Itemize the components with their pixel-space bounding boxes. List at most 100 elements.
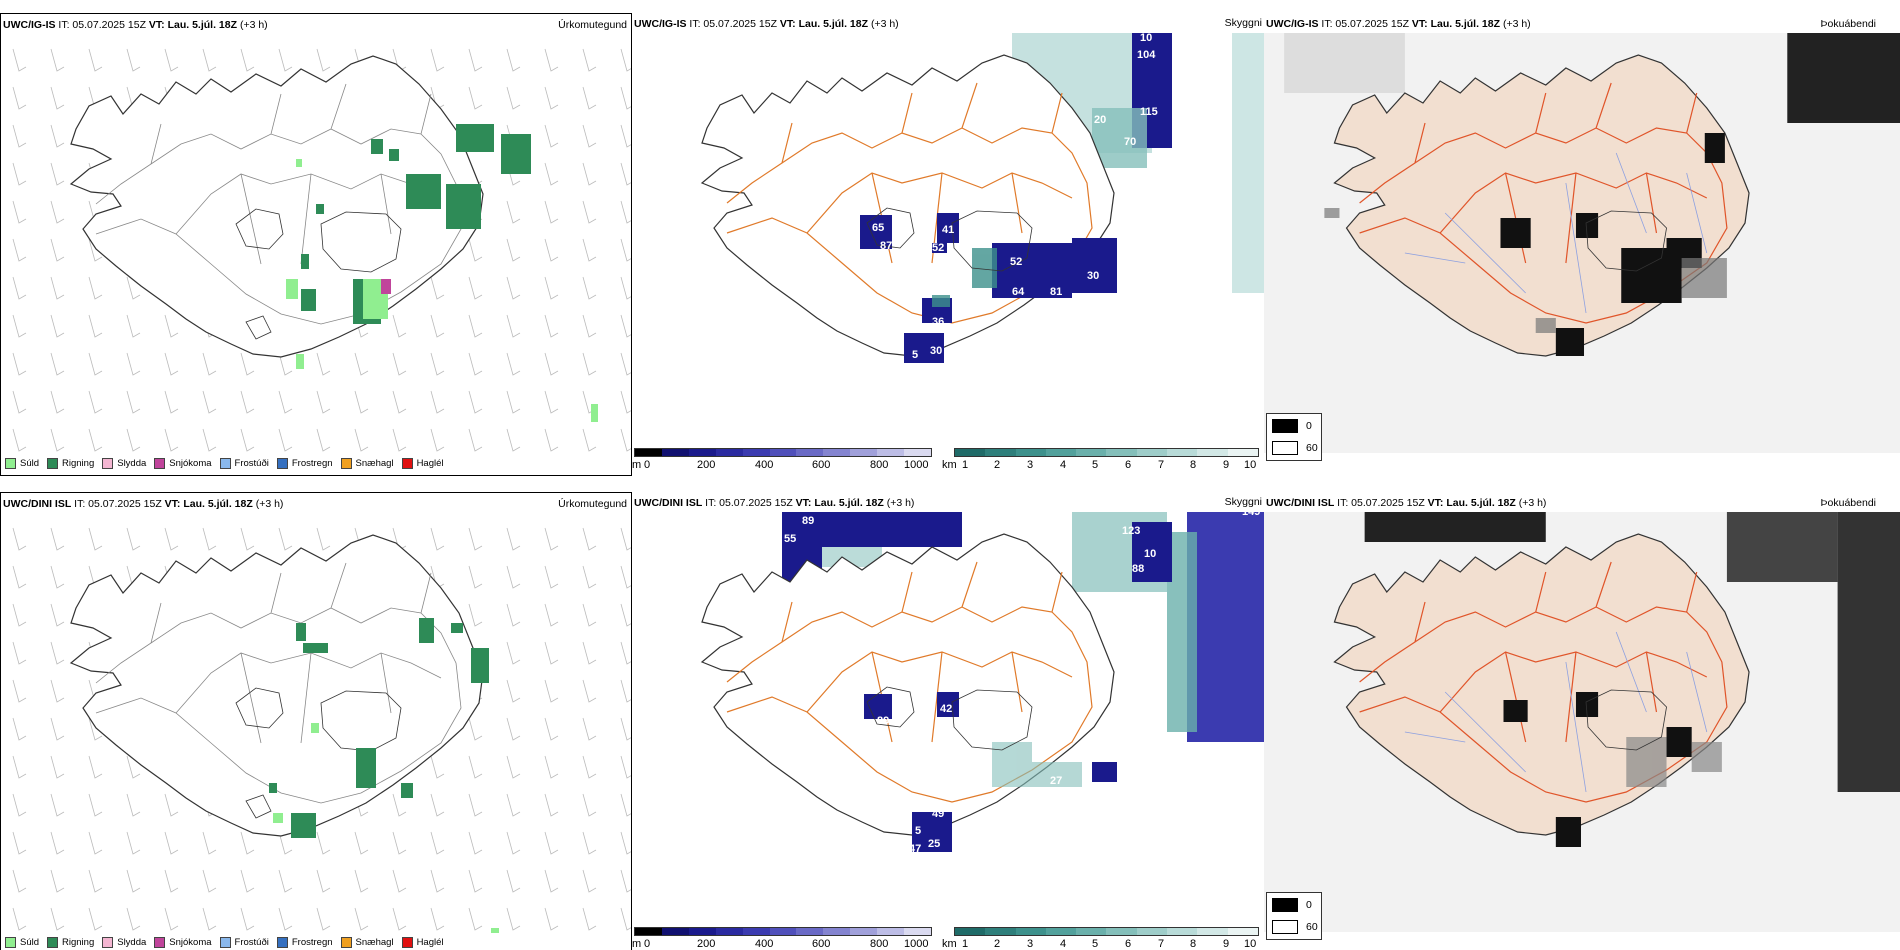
wind-barb (88, 831, 103, 855)
precip-map (1, 513, 631, 933)
wind-barb (544, 390, 559, 414)
wind-barb (582, 238, 597, 262)
wind-barb (88, 314, 103, 338)
wind-barb (50, 679, 65, 703)
wind-barb (88, 793, 103, 817)
wind-barb (202, 869, 217, 893)
wind-barb (582, 907, 597, 931)
wind-barb (544, 565, 559, 589)
svg-text:89: 89 (802, 515, 814, 527)
legend-item-slydda: Slydda (102, 458, 146, 469)
model-label: UWC/IG-IS (3, 19, 56, 31)
svg-text:49: 49 (932, 808, 944, 820)
visibility-panel-row2: UWC/DINI ISL IT: 05.07.2025 15Z VT: Lau.… (632, 492, 1264, 950)
wind-barb (12, 755, 27, 779)
legend-item-hagl: Haglél (401, 458, 444, 469)
wind-barb (506, 86, 521, 110)
wind-barb (240, 527, 255, 551)
wind-barb (316, 428, 331, 452)
wind-barb (582, 86, 597, 110)
wind-barb (12, 527, 27, 551)
wind-barb (544, 200, 559, 224)
svg-text:30: 30 (930, 345, 942, 357)
wind-barb (620, 565, 631, 589)
svg-text:5: 5 (912, 349, 918, 361)
wind-barb (88, 48, 103, 72)
svg-text:70: 70 (1124, 136, 1136, 148)
wind-barb (164, 352, 179, 376)
wind-barb (12, 162, 27, 186)
wind-barb (544, 603, 559, 627)
wind-barb (50, 48, 65, 72)
wind-barb (50, 717, 65, 741)
wind-barb (50, 162, 65, 186)
wind-barb (620, 314, 631, 338)
wind-barb (506, 390, 521, 414)
wind-barb (126, 428, 141, 452)
panel-title: Úrkomutegund (558, 498, 627, 510)
wind-barb (50, 793, 65, 817)
wind-barb (50, 352, 65, 376)
wind-barb (620, 124, 631, 148)
wind-barb (88, 352, 103, 376)
svg-text:55: 55 (784, 533, 796, 545)
wind-barb (12, 276, 27, 300)
wind-barb (202, 352, 217, 376)
wind-barb (50, 390, 65, 414)
wind-barb (126, 907, 141, 931)
svg-text:41: 41 (942, 224, 954, 236)
wind-barb (582, 641, 597, 665)
precip-panel-row1: UWC/IG-IS IT: 05.07.2025 15Z VT: Lau. 5.… (0, 13, 632, 476)
panel-title: Skyggni (1224, 496, 1262, 508)
svg-text:123: 123 (1122, 525, 1140, 537)
wind-barb (12, 869, 27, 893)
wind-barb (506, 200, 521, 224)
svg-text:47: 47 (909, 843, 921, 855)
wind-barb (506, 352, 521, 376)
wind-barb (468, 869, 483, 893)
wind-barb (620, 428, 631, 452)
wind-barb (50, 200, 65, 224)
wind-barb (316, 907, 331, 931)
wind-barb (506, 793, 521, 817)
wind-barb (430, 276, 445, 300)
wind-barb (50, 907, 65, 931)
wind-barb (620, 200, 631, 224)
wind-barb (544, 793, 559, 817)
wind-barb (620, 907, 631, 931)
wind-barb (240, 869, 255, 893)
wind-barb (582, 276, 597, 300)
panel-title: Úrkomutegund (558, 19, 627, 31)
wind-barb (278, 907, 293, 931)
wind-barb (50, 314, 65, 338)
fog-legend-60: 60 (1272, 441, 1318, 455)
wind-barb (164, 390, 179, 414)
wind-barb (88, 238, 103, 262)
panel-header: UWC/DINI ISL IT: 05.07.2025 15Z VT: Lau.… (634, 497, 915, 509)
fog-legend: 0 60 (1266, 413, 1322, 461)
svg-text:10: 10 (1140, 33, 1152, 44)
wind-barb (506, 603, 521, 627)
wind-barb (468, 717, 483, 741)
wind-barb (468, 238, 483, 262)
wind-barb (506, 314, 521, 338)
wind-barb (88, 428, 103, 452)
svg-text:65: 65 (872, 222, 884, 234)
svg-text:75: 75 (1042, 299, 1054, 311)
wind-barb (316, 527, 331, 551)
svg-text:149: 149 (1242, 512, 1260, 518)
panel-header: UWC/DINI ISL IT: 05.07.2025 15Z VT: Lau.… (1266, 497, 1547, 509)
wind-barb (620, 162, 631, 186)
wind-barb (50, 238, 65, 262)
wind-barb (430, 314, 445, 338)
wind-barb (50, 603, 65, 627)
wind-barb (126, 793, 141, 817)
wind-barb (430, 527, 445, 551)
wind-barb (620, 793, 631, 817)
wind-barb (544, 755, 559, 779)
wind-barb (620, 276, 631, 300)
wind-barb (88, 869, 103, 893)
wind-barb (582, 314, 597, 338)
wind-barb (12, 679, 27, 703)
wind-barb (620, 390, 631, 414)
